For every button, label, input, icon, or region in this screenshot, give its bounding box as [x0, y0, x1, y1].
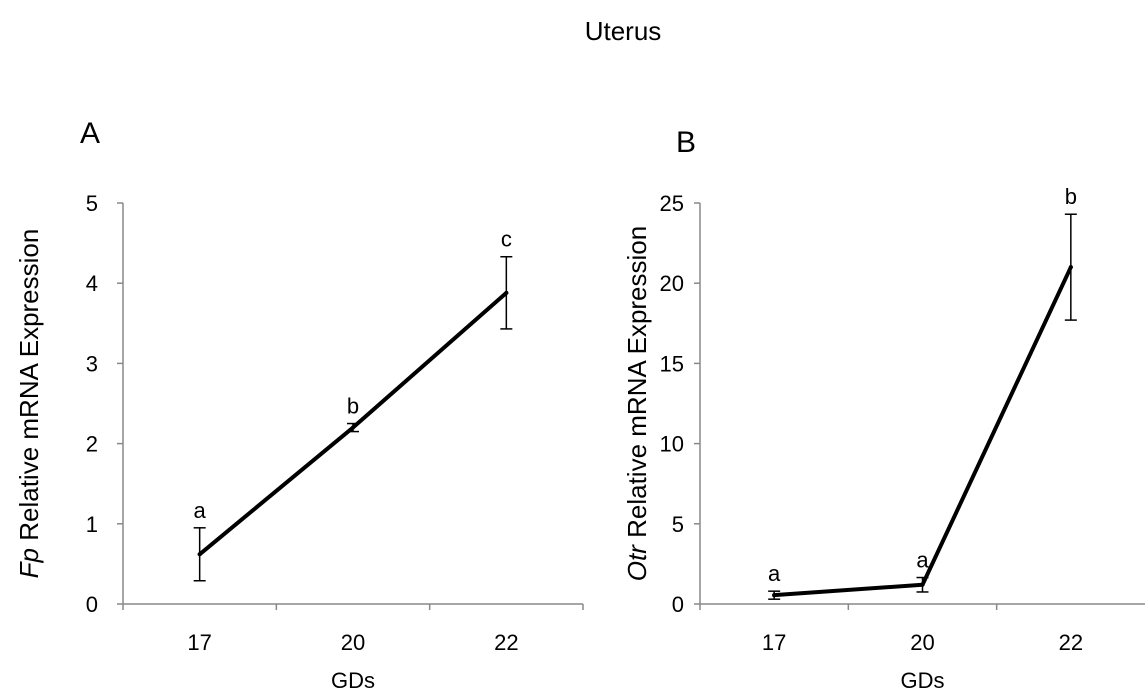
panel-a-x-tick-label: 22 [494, 630, 518, 655]
panel-b-y-tick-label: 25 [660, 191, 684, 216]
panel-a-letter: A [80, 117, 100, 150]
panel-b-y-tick-label: 5 [672, 512, 684, 537]
panel-a: A 0 1 2 3 4 5 17 20 22 GDs Fp Relative mRNA Express… [14, 117, 584, 693]
panel-b-y-axis-label: Relative mRNA Expression [622, 226, 652, 545]
panel-a-x-tick-label: 20 [341, 630, 365, 655]
panel-b-data-point [772, 593, 777, 598]
panel-b-series-line [772, 265, 1073, 598]
panel-b-significance-label: b [1065, 184, 1077, 209]
panel-a-data-point [351, 425, 355, 430]
panel-b: B 0 5 10 15 20 25 17 20 22 GDs Otr Relative mRNA Ex… [622, 126, 1145, 693]
panel-b-x-axis-title: GDs [901, 668, 945, 693]
panel-a-significance-label: c [501, 227, 512, 252]
panel-b-x-tick-label: 22 [1059, 630, 1083, 655]
panel-b-y-tick-label: 0 [672, 592, 684, 617]
panel-a-y-axis-title: Fp Relative mRNA Expression [14, 229, 44, 579]
panel-b-y-axis-title: Otr Relative mRNA Expression [622, 226, 652, 581]
panel-a-y-tick-label: 3 [86, 351, 98, 376]
panel-b-x-tick-label: 20 [910, 630, 934, 655]
panel-a-y-axis-label: Relative mRNA Expression [14, 229, 44, 548]
panel-a-y-tick-label: 1 [86, 512, 98, 537]
panel-a-y-axis-gene: Fp [14, 548, 44, 578]
panel-b-y-axis-gene: Otr [622, 544, 652, 581]
panel-b-y-tick-label: 20 [660, 271, 684, 296]
panel-b-significance-label: a [916, 548, 929, 573]
figure-title: Uterus [585, 16, 662, 46]
panel-a-data-point [197, 552, 202, 557]
panel-a-x-axis-title: GDs [331, 668, 375, 693]
panel-b-data-point [920, 582, 925, 587]
panel-a-y-tick-label: 2 [86, 432, 98, 457]
panel-a-y-tick-label: 0 [86, 592, 98, 617]
panel-a-significance-label: a [194, 498, 207, 523]
panel-b-data-point [1068, 265, 1073, 270]
panel-b-significance-label: a [768, 561, 781, 586]
panel-a-y-tick-label: 5 [86, 191, 98, 216]
panel-a-significance-label: b [347, 394, 359, 419]
panel-b-y-tick-label: 15 [660, 351, 684, 376]
panel-a-x-tick-label: 17 [187, 630, 211, 655]
panel-a-data-point [504, 290, 509, 295]
panel-b-y-tick-label: 10 [660, 432, 684, 457]
panel-a-y-tick-label: 4 [86, 271, 98, 296]
panel-b-letter: B [676, 126, 696, 159]
panel-b-x-tick-label: 17 [762, 630, 786, 655]
